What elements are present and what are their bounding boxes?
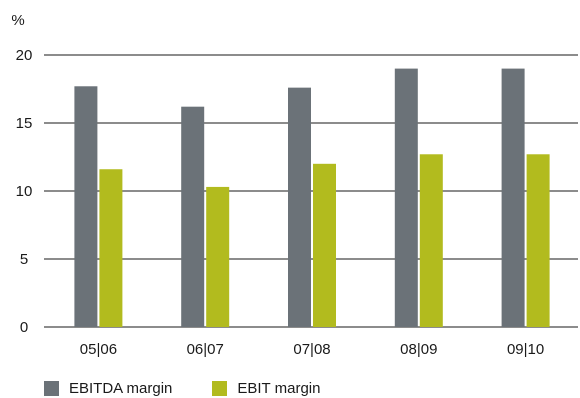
bar-ebitda-09-10 — [501, 68, 525, 327]
bar-ebit-05-06 — [99, 169, 123, 327]
x-tick-label: 05|06 — [80, 341, 117, 358]
y-tick-label: 15 — [16, 115, 33, 132]
bars — [74, 68, 550, 328]
bar-ebitda-06-07 — [181, 106, 205, 328]
legend-swatch-ebitda — [44, 381, 59, 396]
legend-label-ebitda: EBITDA margin — [69, 380, 173, 397]
x-tick-label: 06|07 — [187, 341, 224, 358]
y-tick-label: 20 — [16, 47, 33, 64]
x-tick-label: 08|09 — [400, 341, 437, 358]
bar-ebitda-05-06 — [74, 86, 98, 327]
y-tick-label: 0 — [20, 319, 28, 336]
x-axis-ticks: 05|06 06|07 07|08 08|09 09|10 — [80, 341, 544, 358]
x-tick-label: 07|08 — [293, 341, 330, 358]
bar-ebit-09-10 — [526, 154, 550, 327]
y-unit-label: % — [11, 12, 24, 29]
y-tick-label: 10 — [16, 183, 33, 200]
x-tick-label: 09|10 — [507, 341, 544, 358]
legend-label-ebit: EBIT margin — [237, 380, 321, 397]
legend: EBITDA margin EBIT margin — [44, 380, 360, 397]
bar-ebitda-08-09 — [394, 68, 418, 327]
legend-item-ebitda: EBITDA margin — [44, 380, 172, 397]
legend-item-ebit: EBIT margin — [212, 380, 320, 397]
legend-swatch-ebit — [212, 381, 228, 396]
y-axis-ticks: 0 5 10 15 20 — [16, 47, 33, 336]
bar-ebit-07-08 — [313, 163, 336, 327]
bar-ebit-08-09 — [419, 154, 443, 327]
y-tick-label: 5 — [20, 251, 28, 268]
bar-ebit-06-07 — [206, 186, 230, 327]
bar-ebitda-07-08 — [288, 87, 311, 327]
